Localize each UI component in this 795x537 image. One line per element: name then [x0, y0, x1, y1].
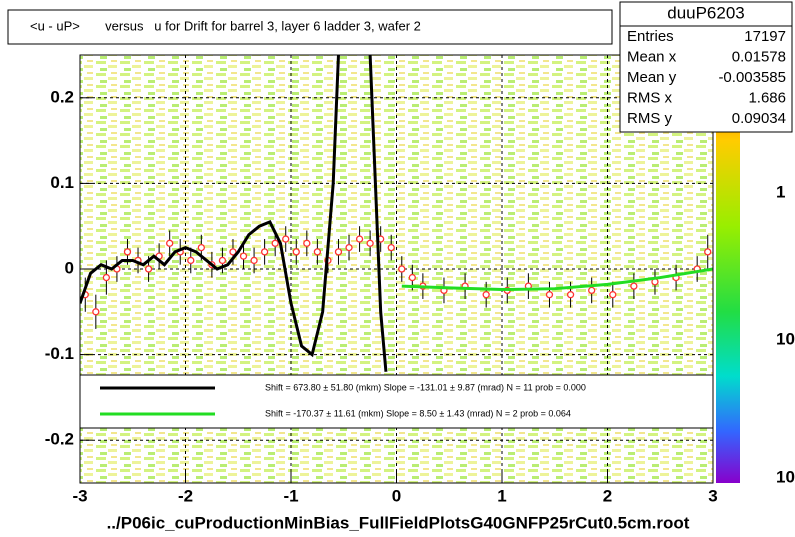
x-tick-label: 3: [708, 486, 717, 505]
point: [387, 243, 395, 252]
point: [704, 248, 712, 256]
stats-value: 17197: [744, 28, 786, 45]
legend: [79, 374, 714, 429]
point: [187, 256, 195, 265]
point: [303, 239, 311, 247]
y-tick-label: 0.2: [50, 87, 74, 106]
colorbar-label: 10: [776, 329, 795, 348]
point: [588, 286, 596, 295]
point: [366, 239, 374, 247]
point: [292, 248, 300, 256]
x-tick-label: -2: [178, 486, 193, 505]
point: [123, 248, 132, 256]
point: [144, 265, 153, 273]
x-tick-label: -1: [283, 486, 298, 505]
point: [239, 252, 248, 260]
x-tick-label: 0: [392, 486, 401, 505]
point: [398, 265, 406, 273]
stats-label: RMS x: [627, 89, 673, 106]
point: [250, 256, 258, 265]
y-tick-label: -0.1: [45, 344, 74, 363]
fit-line: [80, 55, 388, 372]
point: [630, 282, 638, 290]
point: [566, 291, 575, 299]
point: [197, 243, 205, 252]
point: [313, 248, 322, 256]
stats-label: Mean y: [627, 69, 677, 86]
colorbar-label: 1: [776, 182, 785, 201]
legend-label: Shift = 673.80 ± 51.80 (mkm) Slope = -13…: [265, 382, 586, 392]
stats-label: Entries: [627, 28, 674, 45]
x-tick-label: 1: [497, 486, 506, 505]
point: [271, 239, 279, 247]
point: [545, 291, 554, 299]
chart-title: <u - uP> versus u for Drift for barrel 3…: [30, 18, 421, 33]
x-tick-label: -3: [72, 486, 87, 505]
x-tick-label: 2: [603, 486, 612, 505]
title-box: [7, 9, 613, 45]
stats-label: Mean x: [627, 48, 677, 65]
point: [260, 248, 269, 256]
point: [92, 308, 100, 316]
legend-label: Shift = -170.37 ± 11.61 (mkm) Slope = 8.…: [265, 408, 571, 418]
footer: ../P06ic_cuProductionMinBias_FullFieldPl…: [107, 513, 690, 532]
point: [408, 273, 416, 282]
point: [334, 248, 343, 256]
stats-box: [619, 1, 793, 133]
y-tick-label: 0.1: [50, 173, 74, 192]
stats-value: 0.09034: [732, 110, 786, 127]
point: [166, 239, 174, 247]
stats-value: 1.686: [748, 89, 786, 106]
colorbar-label: 10: [776, 467, 795, 486]
fit-line: [401, 267, 713, 292]
y-tick-label: 0: [65, 258, 74, 277]
point: [218, 256, 227, 265]
point: [355, 235, 364, 243]
point: [345, 243, 353, 252]
point: [609, 291, 617, 299]
point: [102, 273, 111, 282]
y-tick-label: -0.2: [45, 430, 74, 449]
stats-value: -0.003585: [718, 69, 786, 86]
stats-value: 0.01578: [732, 48, 786, 65]
stats-label: RMS y: [627, 110, 673, 127]
point: [229, 248, 237, 256]
point: [282, 235, 290, 243]
stats-title: duuP6203: [667, 3, 745, 22]
point: [482, 291, 490, 299]
